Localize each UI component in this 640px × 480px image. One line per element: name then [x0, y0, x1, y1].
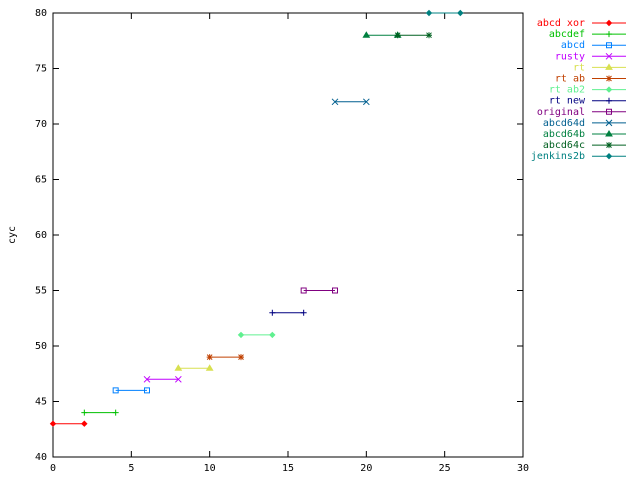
y-tick-label: 60 [35, 230, 47, 241]
legend-label: original [537, 107, 585, 118]
legend-label: rt ab [555, 74, 585, 85]
x-tick-label: 25 [439, 463, 451, 474]
legend-marker [606, 97, 612, 104]
legend-label: abcd [561, 40, 585, 51]
point [112, 387, 119, 394]
x-tick-label: 30 [517, 463, 529, 474]
point [426, 32, 432, 39]
legend-label: rt ab2 [549, 85, 585, 96]
point [332, 287, 338, 294]
legend-marker [605, 63, 613, 70]
point [425, 9, 433, 17]
point [174, 375, 182, 383]
point [206, 354, 213, 361]
x-tick-label: 10 [204, 463, 216, 474]
legend-marker [606, 75, 612, 82]
point [394, 32, 401, 39]
legend-marker [606, 42, 612, 49]
y-tick-label: 55 [35, 286, 47, 297]
legend-label: abcd64d [543, 118, 585, 129]
legend-marker [605, 52, 613, 60]
point [205, 364, 214, 371]
point [300, 309, 307, 316]
y-tick-label: 65 [35, 175, 47, 186]
legend-marker [605, 152, 613, 160]
point [237, 331, 245, 339]
point [362, 31, 371, 38]
legend-marker [605, 86, 613, 93]
y-tick-label: 75 [35, 64, 47, 75]
y-tick-label: 40 [35, 452, 47, 463]
y-axis-label: cyc [7, 226, 18, 244]
legend-marker [606, 31, 612, 38]
point [144, 387, 150, 394]
legend-label: jenkins2b [531, 151, 585, 162]
legend-label: abcdef [549, 29, 585, 40]
legend-label: rusty [555, 51, 585, 62]
point [112, 409, 119, 416]
point [269, 309, 276, 316]
legend-label: abcd xor [537, 18, 585, 29]
point [49, 420, 57, 427]
legend-marker [605, 19, 613, 27]
legend-marker [606, 142, 612, 149]
y-tick-label: 45 [35, 397, 47, 408]
x-tick-label: 5 [128, 463, 134, 474]
legend-marker [605, 119, 613, 127]
point [238, 354, 244, 361]
point [300, 287, 307, 294]
point [174, 364, 183, 371]
point [331, 98, 339, 106]
legend-label: abcd64b [543, 129, 585, 140]
legend-marker [606, 108, 612, 115]
legend-label: rt [573, 62, 585, 73]
x-tick-label: 15 [282, 463, 294, 474]
point [362, 98, 370, 106]
y-tick-label: 80 [35, 8, 47, 19]
x-tick-label: 20 [360, 463, 372, 474]
point [457, 9, 464, 17]
point [143, 375, 151, 383]
legend-label: abcd64c [543, 140, 585, 151]
legend-label: rt new [549, 96, 586, 107]
y-tick-label: 50 [35, 341, 47, 352]
point [81, 409, 88, 416]
x-tick-label: 0 [50, 463, 56, 474]
y-tick-label: 70 [35, 119, 47, 130]
point [269, 331, 276, 339]
legend-marker [605, 130, 613, 137]
point [81, 420, 88, 427]
